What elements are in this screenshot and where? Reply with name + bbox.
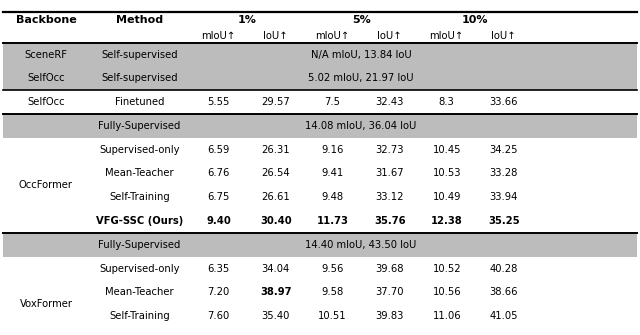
Text: 35.40: 35.40 bbox=[262, 311, 290, 321]
Text: 7.20: 7.20 bbox=[207, 287, 230, 297]
Text: Method: Method bbox=[116, 15, 163, 25]
Text: 9.48: 9.48 bbox=[322, 192, 344, 202]
Text: 33.12: 33.12 bbox=[376, 192, 404, 202]
Text: 6.59: 6.59 bbox=[207, 145, 230, 155]
Text: 40.28: 40.28 bbox=[490, 264, 518, 274]
Text: VFG-SSC (Ours): VFG-SSC (Ours) bbox=[96, 216, 183, 226]
Text: 10%: 10% bbox=[462, 15, 488, 25]
Bar bbox=[3, 114, 637, 138]
Text: 33.28: 33.28 bbox=[490, 169, 518, 179]
Text: mIoU↑: mIoU↑ bbox=[429, 31, 464, 41]
Text: 9.56: 9.56 bbox=[321, 264, 344, 274]
Text: 35.76: 35.76 bbox=[374, 216, 406, 226]
Text: 32.43: 32.43 bbox=[376, 97, 404, 107]
Text: 14.08 mIoU, 36.04 IoU: 14.08 mIoU, 36.04 IoU bbox=[305, 121, 417, 131]
Text: IoU↑: IoU↑ bbox=[263, 31, 288, 41]
Text: Finetuned: Finetuned bbox=[115, 97, 164, 107]
Text: 34.25: 34.25 bbox=[490, 145, 518, 155]
Text: 35.25: 35.25 bbox=[488, 216, 520, 226]
Text: 39.68: 39.68 bbox=[376, 264, 404, 274]
Text: 8.3: 8.3 bbox=[439, 97, 454, 107]
Text: VoxFormer: VoxFormer bbox=[19, 299, 72, 309]
Text: 10.49: 10.49 bbox=[433, 192, 461, 202]
Text: 7.60: 7.60 bbox=[207, 311, 230, 321]
Text: 33.66: 33.66 bbox=[490, 97, 518, 107]
Text: 26.54: 26.54 bbox=[261, 169, 290, 179]
Text: Self-supervised: Self-supervised bbox=[101, 50, 178, 60]
Text: 41.05: 41.05 bbox=[490, 311, 518, 321]
Text: Self-Training: Self-Training bbox=[109, 192, 170, 202]
Text: 7.5: 7.5 bbox=[324, 97, 340, 107]
Text: IoU↑: IoU↑ bbox=[378, 31, 402, 41]
Text: 38.97: 38.97 bbox=[260, 287, 291, 297]
Text: 6.76: 6.76 bbox=[207, 169, 230, 179]
Text: Supervised-only: Supervised-only bbox=[99, 145, 180, 155]
Text: mIoU↑: mIoU↑ bbox=[316, 31, 350, 41]
Text: mIoU↑: mIoU↑ bbox=[202, 31, 236, 41]
Text: 37.70: 37.70 bbox=[376, 287, 404, 297]
Text: 31.67: 31.67 bbox=[376, 169, 404, 179]
Text: SelfOcc: SelfOcc bbox=[27, 97, 65, 107]
Text: 32.73: 32.73 bbox=[376, 145, 404, 155]
Text: 38.66: 38.66 bbox=[490, 287, 518, 297]
Text: 10.45: 10.45 bbox=[433, 145, 461, 155]
Text: 30.40: 30.40 bbox=[260, 216, 291, 226]
Text: 6.75: 6.75 bbox=[207, 192, 230, 202]
Text: Supervised-only: Supervised-only bbox=[99, 264, 180, 274]
Text: 10.52: 10.52 bbox=[433, 264, 461, 274]
Text: Fully-Supervised: Fully-Supervised bbox=[98, 121, 180, 131]
Text: SceneRF: SceneRF bbox=[24, 50, 67, 60]
Text: 34.04: 34.04 bbox=[262, 264, 290, 274]
Text: 39.83: 39.83 bbox=[376, 311, 404, 321]
Text: 11.73: 11.73 bbox=[317, 216, 349, 226]
Text: 9.40: 9.40 bbox=[206, 216, 231, 226]
Text: IoU↑: IoU↑ bbox=[492, 31, 516, 41]
Text: 5.02 mIoU, 21.97 IoU: 5.02 mIoU, 21.97 IoU bbox=[308, 73, 414, 83]
Text: 10.51: 10.51 bbox=[318, 311, 347, 321]
Bar bbox=[3, 233, 637, 257]
Text: 1%: 1% bbox=[237, 15, 257, 25]
Text: N/A mIoU, 13.84 IoU: N/A mIoU, 13.84 IoU bbox=[311, 50, 412, 60]
Text: Self-supervised: Self-supervised bbox=[101, 73, 178, 83]
Text: Mean-Teacher: Mean-Teacher bbox=[105, 169, 173, 179]
Text: SelfOcc: SelfOcc bbox=[27, 73, 65, 83]
Text: Mean-Teacher: Mean-Teacher bbox=[105, 287, 173, 297]
Text: 12.38: 12.38 bbox=[431, 216, 463, 226]
Text: 5.55: 5.55 bbox=[207, 97, 230, 107]
Text: Fully-Supervised: Fully-Supervised bbox=[98, 240, 180, 250]
Text: 10.56: 10.56 bbox=[433, 287, 461, 297]
Text: 9.16: 9.16 bbox=[321, 145, 344, 155]
Text: Backbone: Backbone bbox=[15, 15, 76, 25]
Text: 11.06: 11.06 bbox=[433, 311, 461, 321]
Text: 6.35: 6.35 bbox=[207, 264, 230, 274]
Bar bbox=[3, 43, 637, 90]
Text: 9.58: 9.58 bbox=[321, 287, 344, 297]
Text: 33.94: 33.94 bbox=[490, 192, 518, 202]
Text: Self-Training: Self-Training bbox=[109, 311, 170, 321]
Text: 29.57: 29.57 bbox=[261, 97, 290, 107]
Text: 26.31: 26.31 bbox=[261, 145, 290, 155]
Text: OccFormer: OccFormer bbox=[19, 180, 73, 190]
Text: 26.61: 26.61 bbox=[261, 192, 290, 202]
Text: 5%: 5% bbox=[352, 15, 371, 25]
Text: 14.40 mIoU, 43.50 IoU: 14.40 mIoU, 43.50 IoU bbox=[305, 240, 417, 250]
Text: 10.53: 10.53 bbox=[433, 169, 461, 179]
Text: 9.41: 9.41 bbox=[321, 169, 344, 179]
